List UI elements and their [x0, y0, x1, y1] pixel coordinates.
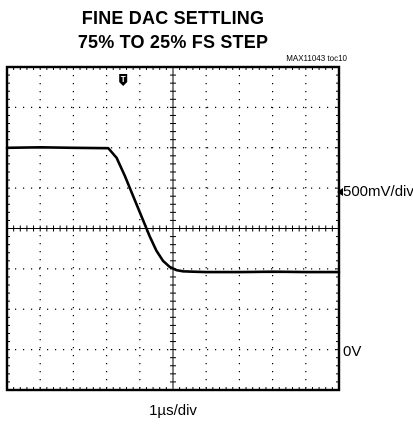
offset-arrow-icon [337, 188, 343, 196]
figure-id: MAX11043 toc10 [286, 54, 347, 63]
graticule [5, 65, 341, 392]
marker-layer: T [119, 74, 343, 196]
chart-title-line-2: 75% TO 25% FS STEP [77, 32, 269, 52]
trace-layer [5, 146, 341, 274]
trigger-marker-label: T [121, 75, 126, 84]
y-scale-label: 500mV/div [343, 183, 413, 200]
chart-title-line-1: FINE DAC SETTLING [81, 8, 265, 28]
ground-reference-label: 0V [343, 343, 362, 360]
x-scale-label: 1µs/div [149, 402, 197, 419]
graticule-border [5, 65, 341, 392]
trigger-marker-icon [119, 74, 128, 86]
signal-trace [5, 146, 341, 274]
